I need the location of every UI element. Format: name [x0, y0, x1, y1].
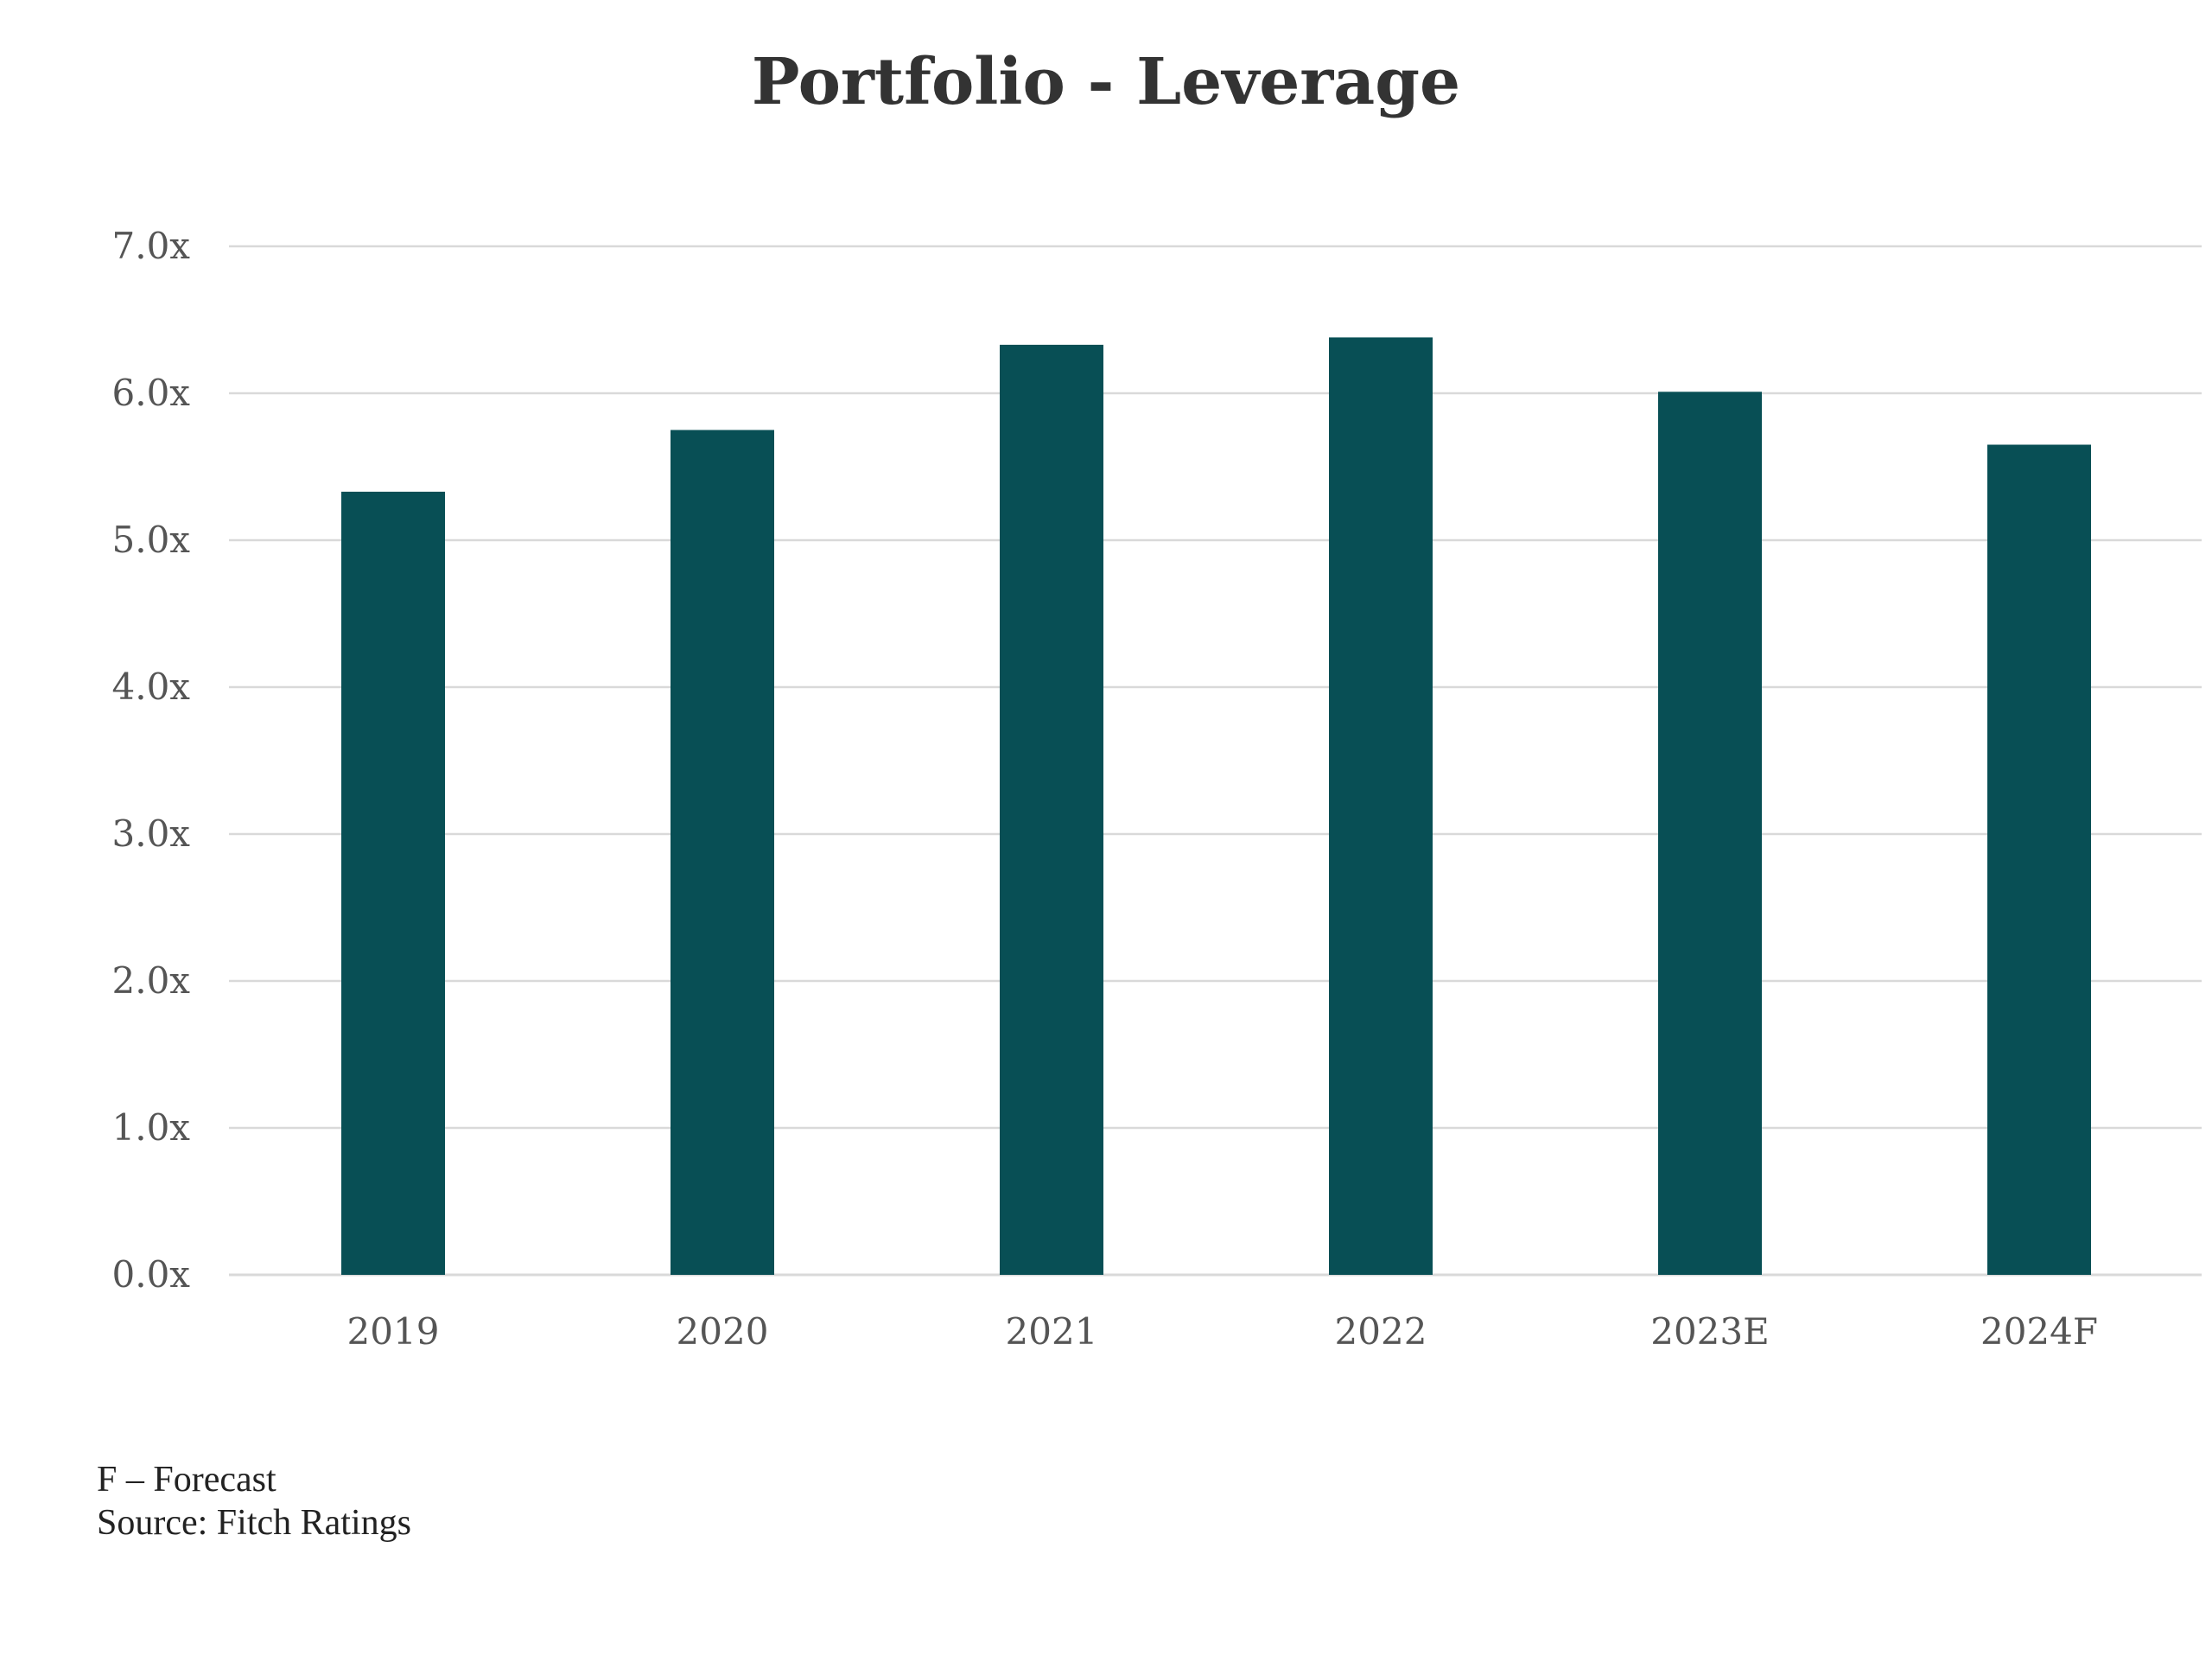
bar-2022: [1329, 337, 1433, 1275]
y-tick-label: 0.0x: [112, 1253, 191, 1296]
x-tick-label: 2021: [1006, 1310, 1098, 1353]
x-tick-label: 2019: [347, 1310, 440, 1353]
y-tick-label: 6.0x: [112, 372, 191, 414]
x-tick-label: 2022: [1335, 1310, 1427, 1353]
bar-2021: [1000, 344, 1103, 1275]
x-tick-label: 2023E: [1650, 1310, 1770, 1353]
x-axis-tick-labels: 2019 2020 2021 2022 2023E 2024F: [347, 1310, 2098, 1353]
y-tick-label: 7.0x: [112, 225, 191, 267]
y-tick-label: 3.0x: [112, 812, 191, 855]
bar-2023e: [1658, 392, 1762, 1275]
y-tick-label: 1.0x: [112, 1106, 191, 1149]
bars: [341, 337, 2091, 1275]
bar-2024f: [1987, 444, 2091, 1275]
y-tick-label: 2.0x: [112, 959, 191, 1002]
y-axis-tick-labels: 0.0x 1.0x 2.0x 3.0x 4.0x 5.0x 6.0x 7.0x: [112, 225, 191, 1296]
y-tick-label: 4.0x: [112, 666, 191, 708]
forecast-footnote: F – Forecast: [97, 1460, 276, 1500]
chart-title: Portfolio - Leverage: [751, 45, 1461, 119]
y-tick-label: 5.0x: [112, 519, 191, 561]
bar-2020: [671, 430, 774, 1275]
source-footnote: Source: Fitch Ratings: [97, 1503, 411, 1543]
x-tick-label: 2024F: [1980, 1310, 2098, 1353]
gridlines: [229, 245, 2202, 1277]
x-tick-label: 2020: [677, 1310, 769, 1353]
bar-2019: [341, 491, 445, 1275]
